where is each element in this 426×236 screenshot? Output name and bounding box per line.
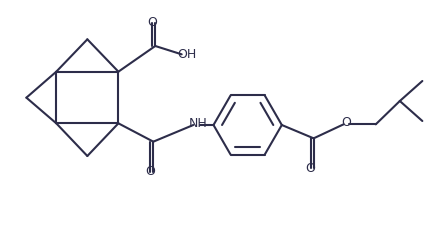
Text: O: O [341, 117, 351, 130]
Text: OH: OH [177, 48, 196, 61]
Text: NH: NH [188, 117, 207, 130]
Text: O: O [305, 162, 315, 175]
Text: O: O [147, 16, 157, 29]
Text: O: O [145, 165, 155, 178]
